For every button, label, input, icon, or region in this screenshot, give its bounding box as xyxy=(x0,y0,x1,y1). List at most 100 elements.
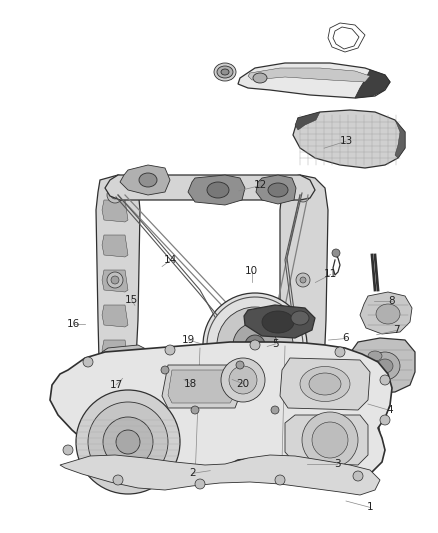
Text: 15: 15 xyxy=(125,295,138,304)
Circle shape xyxy=(63,445,73,455)
Text: 18: 18 xyxy=(184,379,197,389)
Ellipse shape xyxy=(221,69,229,75)
Polygon shape xyxy=(285,415,368,465)
Circle shape xyxy=(236,361,244,369)
Circle shape xyxy=(300,372,306,378)
Circle shape xyxy=(296,188,310,202)
Text: 10: 10 xyxy=(245,266,258,276)
Circle shape xyxy=(111,371,119,379)
Ellipse shape xyxy=(207,182,229,198)
Polygon shape xyxy=(395,120,405,158)
Polygon shape xyxy=(360,292,412,334)
Circle shape xyxy=(217,307,293,383)
Text: 1: 1 xyxy=(367,503,374,512)
Text: 5: 5 xyxy=(272,339,279,349)
Text: 20: 20 xyxy=(237,379,250,389)
Text: 19: 19 xyxy=(182,335,195,345)
Circle shape xyxy=(296,273,310,287)
Polygon shape xyxy=(332,418,380,444)
Circle shape xyxy=(353,471,363,481)
Ellipse shape xyxy=(214,63,236,81)
Ellipse shape xyxy=(262,311,294,333)
Circle shape xyxy=(271,406,279,414)
Text: 8: 8 xyxy=(389,296,396,306)
Circle shape xyxy=(300,277,306,283)
Circle shape xyxy=(380,375,390,385)
Circle shape xyxy=(116,430,140,454)
Circle shape xyxy=(111,276,119,284)
Circle shape xyxy=(165,345,175,355)
Text: 11: 11 xyxy=(324,270,337,279)
Polygon shape xyxy=(96,175,140,422)
Circle shape xyxy=(203,293,307,397)
Polygon shape xyxy=(238,63,390,98)
Ellipse shape xyxy=(198,418,218,432)
Text: 17: 17 xyxy=(110,380,123,390)
Ellipse shape xyxy=(370,352,400,380)
Circle shape xyxy=(195,479,205,489)
Text: 6: 6 xyxy=(343,334,350,343)
Circle shape xyxy=(76,390,180,494)
Text: 7: 7 xyxy=(393,326,400,335)
Ellipse shape xyxy=(376,304,400,324)
Polygon shape xyxy=(102,270,128,292)
Polygon shape xyxy=(248,68,370,82)
Polygon shape xyxy=(100,345,150,378)
Polygon shape xyxy=(293,110,405,168)
Polygon shape xyxy=(256,175,296,204)
Circle shape xyxy=(300,192,306,198)
Polygon shape xyxy=(355,70,390,98)
Circle shape xyxy=(296,368,310,382)
Circle shape xyxy=(88,402,168,482)
Circle shape xyxy=(191,406,199,414)
Ellipse shape xyxy=(253,73,267,83)
Polygon shape xyxy=(50,342,392,484)
Circle shape xyxy=(275,475,285,485)
Circle shape xyxy=(380,415,390,425)
Polygon shape xyxy=(280,175,328,422)
Circle shape xyxy=(107,272,123,288)
Circle shape xyxy=(250,340,260,350)
Text: 4: 4 xyxy=(386,406,393,415)
Circle shape xyxy=(245,335,265,355)
Circle shape xyxy=(107,367,123,383)
Circle shape xyxy=(332,249,340,257)
Ellipse shape xyxy=(377,359,393,373)
Circle shape xyxy=(221,358,265,402)
Polygon shape xyxy=(102,375,128,397)
Text: 13: 13 xyxy=(339,136,353,146)
Text: 3: 3 xyxy=(334,459,341,469)
Polygon shape xyxy=(120,165,170,195)
Text: 16: 16 xyxy=(67,319,80,329)
Ellipse shape xyxy=(139,173,157,187)
Circle shape xyxy=(161,366,169,374)
Polygon shape xyxy=(280,358,370,410)
Ellipse shape xyxy=(300,367,350,401)
Circle shape xyxy=(312,422,348,458)
Polygon shape xyxy=(244,305,315,338)
Circle shape xyxy=(335,347,345,357)
Polygon shape xyxy=(102,305,128,327)
Polygon shape xyxy=(102,235,128,257)
Circle shape xyxy=(83,357,93,367)
Ellipse shape xyxy=(309,373,341,395)
Polygon shape xyxy=(60,455,380,495)
Polygon shape xyxy=(348,338,415,393)
Text: 2: 2 xyxy=(189,469,196,478)
Polygon shape xyxy=(188,175,245,205)
Circle shape xyxy=(113,475,123,485)
Ellipse shape xyxy=(368,351,382,361)
Polygon shape xyxy=(177,410,232,438)
Polygon shape xyxy=(295,112,320,130)
Circle shape xyxy=(120,354,136,370)
Polygon shape xyxy=(102,340,128,362)
Circle shape xyxy=(302,412,358,468)
Ellipse shape xyxy=(217,66,233,78)
Polygon shape xyxy=(168,370,235,403)
Circle shape xyxy=(103,417,153,467)
Circle shape xyxy=(111,191,119,199)
Text: 12: 12 xyxy=(254,181,267,190)
Circle shape xyxy=(229,366,257,394)
Polygon shape xyxy=(162,365,240,408)
Circle shape xyxy=(107,187,123,203)
